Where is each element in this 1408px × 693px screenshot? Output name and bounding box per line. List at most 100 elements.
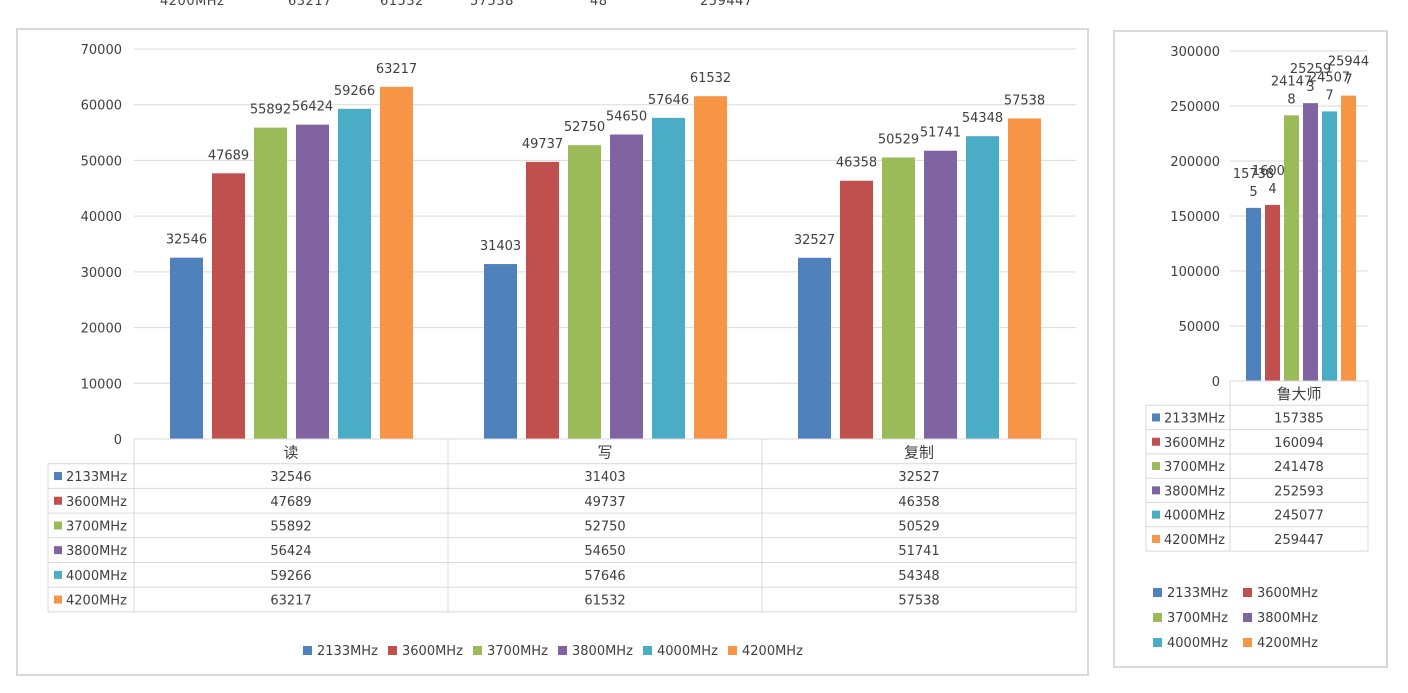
- chart-panel-read-write-copy: 0 10000 20000 30000 40000 50000 60000 70000 3254…: [16, 28, 1089, 676]
- data-label: 24147 8: [1271, 74, 1312, 107]
- table-cell: 52750: [584, 519, 625, 534]
- data-label: 56424: [292, 100, 333, 115]
- bar: [1303, 103, 1318, 381]
- y-tick-label: 0: [1212, 375, 1220, 390]
- category-label: 复制: [904, 443, 934, 461]
- legend-label: 4000MHz: [657, 644, 718, 659]
- y-tick-label: 10000: [81, 377, 122, 392]
- table-legend-key: [54, 546, 62, 555]
- cropped-row-value: 61532: [380, 0, 424, 9]
- table-legend-key: [1152, 486, 1160, 495]
- y-tick-label: 40000: [81, 210, 122, 225]
- chart-panel-ludashi: 0 50000 100000 150000 200000 250000 300000 1573…: [1113, 30, 1388, 668]
- legend-label: 4200MHz: [1257, 636, 1318, 651]
- legend-key: [728, 646, 737, 655]
- bar-chart-ludashi: 0 50000 100000 150000 200000 250000 300000 1573…: [1145, 45, 1369, 651]
- y-tick-label: 20000: [81, 322, 122, 337]
- table-legend-key: [1152, 437, 1160, 446]
- legend-label: 3700MHz: [1167, 611, 1228, 626]
- legend-label: 4200MHz: [742, 644, 803, 659]
- data-label: 31403: [480, 239, 521, 254]
- y-tick-label: 70000: [81, 43, 122, 58]
- table-cell: 252593: [1274, 484, 1324, 499]
- table-cell: 47689: [270, 495, 311, 510]
- legend-key: [643, 646, 652, 655]
- bar: [296, 124, 329, 440]
- data-label: 55892: [250, 103, 291, 118]
- table-cell: 46358: [898, 495, 939, 510]
- table-cell: 57646: [584, 569, 625, 584]
- table-cell: 59266: [270, 569, 311, 584]
- data-label: 54650: [606, 110, 647, 125]
- data-label: 46358: [836, 156, 877, 171]
- table-series-label: 3600MHz: [1164, 436, 1225, 451]
- table-cell: 49737: [584, 495, 625, 510]
- legend-key: [1153, 613, 1162, 622]
- legend-label: 3700MHz: [487, 644, 548, 659]
- bar: [1322, 111, 1337, 382]
- table-cell: 54650: [584, 544, 625, 559]
- legend-key: [303, 646, 312, 655]
- bar: [1284, 115, 1299, 381]
- bar: [1246, 207, 1261, 381]
- legend-key: [558, 646, 567, 655]
- data-label: 59266: [334, 84, 375, 99]
- data-label: 15738 5: [1233, 167, 1274, 200]
- bar: [1008, 118, 1041, 439]
- data-label: 52750: [564, 120, 605, 135]
- bar: [798, 257, 831, 439]
- legend-key: [473, 646, 482, 655]
- table-series-label: 4000MHz: [66, 569, 127, 584]
- bar: [610, 134, 643, 439]
- y-tick-label: 300000: [1170, 45, 1220, 60]
- data-label: 63217: [376, 62, 417, 77]
- table-cell: 63217: [270, 594, 311, 609]
- bar: [1341, 95, 1356, 381]
- y-tick-label: 50000: [81, 154, 122, 169]
- table-series-label: 2133MHz: [1164, 411, 1225, 426]
- category-label: 鲁大师: [1276, 385, 1321, 403]
- y-tick-label: 200000: [1170, 155, 1220, 170]
- legend-label: 3800MHz: [572, 644, 633, 659]
- legend-key: [1153, 638, 1162, 647]
- table-series-label: 4200MHz: [1164, 533, 1225, 548]
- data-label: 32527: [794, 233, 835, 248]
- bar: [380, 86, 413, 439]
- table-legend-key: [1152, 413, 1160, 422]
- bar: [882, 157, 915, 439]
- data-label: 47689: [208, 148, 249, 163]
- table-cell: 241478: [1274, 460, 1324, 475]
- bar-chart-read-write-copy: 0 10000 20000 30000 40000 50000 60000 70000 3254…: [47, 43, 1077, 659]
- table-cell: 32546: [270, 470, 311, 485]
- table-series-label: 4000MHz: [1164, 509, 1225, 524]
- table-series-label: 3800MHz: [66, 544, 127, 559]
- y-tick-label: 250000: [1170, 100, 1220, 115]
- y-tick-label: 50000: [1179, 320, 1220, 335]
- category-label: 写: [597, 443, 612, 461]
- data-label: 24507 7: [1309, 70, 1350, 103]
- bar: [840, 180, 873, 439]
- legend-label: 2133MHz: [317, 644, 378, 659]
- legend-label: 3600MHz: [1257, 586, 1318, 601]
- cropped-row-value: 48: [590, 0, 608, 9]
- cropped-row-value: 259447: [700, 0, 753, 9]
- y-tick-label: 30000: [81, 266, 122, 281]
- table-cell: 157385: [1274, 411, 1324, 426]
- data-label: 49737: [522, 137, 563, 152]
- bar: [966, 136, 999, 439]
- data-label: 25944 7: [1328, 55, 1369, 88]
- table-legend-key: [54, 472, 62, 481]
- table-cell: 160094: [1274, 436, 1324, 451]
- data-label: 51741: [920, 126, 961, 141]
- data-label: 16009 4: [1252, 164, 1293, 197]
- y-tick-label: 60000: [81, 99, 122, 114]
- legend-label: 4000MHz: [1167, 636, 1228, 651]
- legend-key: [1153, 588, 1162, 597]
- category-label: 读: [283, 443, 298, 461]
- table-cell: 61532: [584, 594, 625, 609]
- table-series-label: 3800MHz: [1164, 484, 1225, 499]
- bar: [254, 127, 287, 439]
- bar: [170, 257, 203, 439]
- legend-label: 3800MHz: [1257, 611, 1318, 626]
- data-label: 61532: [690, 71, 731, 86]
